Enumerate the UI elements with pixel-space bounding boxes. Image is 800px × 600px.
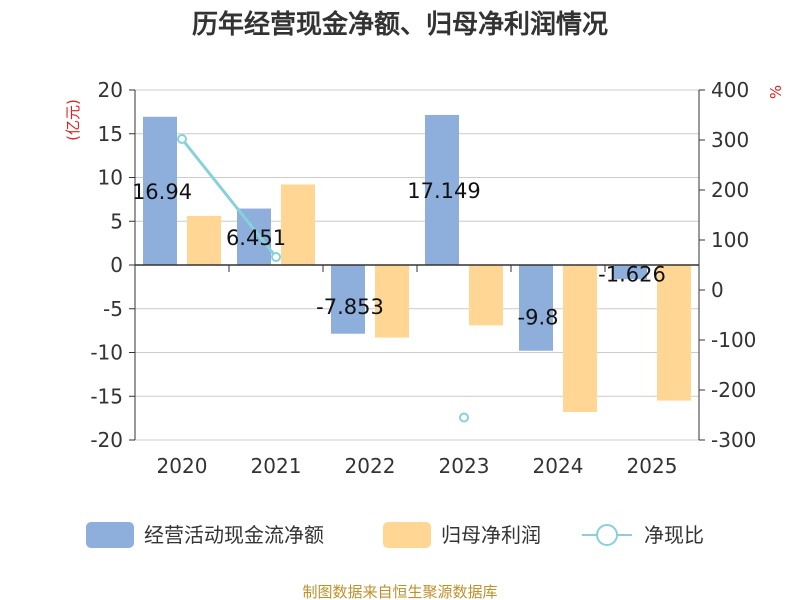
right-tick-label: -300 xyxy=(711,428,756,452)
x-tick-label: 2023 xyxy=(439,454,490,478)
left-tick-label: -15 xyxy=(90,384,123,408)
legend-swatch xyxy=(86,522,134,548)
right-tick-label: 100 xyxy=(711,228,749,252)
bar-operating-cashflow xyxy=(143,116,177,266)
right-tick-label: -100 xyxy=(711,328,756,352)
bar-operating-cashflow xyxy=(331,265,365,334)
x-tick-label: 2024 xyxy=(533,454,584,478)
bar-net-profit xyxy=(657,265,691,401)
legend-swatch xyxy=(383,522,431,548)
right-tick-label: -200 xyxy=(711,378,756,402)
data-label: 6.451 xyxy=(226,226,286,250)
line-segment xyxy=(180,138,278,258)
source-note: 制图数据来自恒生聚源数据库 xyxy=(302,583,497,600)
axes: 20 15 10 5 0 -5 -10 -15 -20 400 300 200 100 0 -100 -200… xyxy=(64,78,785,478)
right-tick-label: 0 xyxy=(711,278,724,302)
bar-operating-cashflow xyxy=(519,265,553,351)
chart-title: 历年经营现金净额、归母净利润情况 xyxy=(192,9,608,40)
right-tick-label: 400 xyxy=(711,78,749,102)
grid xyxy=(135,89,699,441)
left-tick-label: -5 xyxy=(103,297,123,321)
right-axis-unit: % xyxy=(767,85,785,99)
x-tick-label: 2025 xyxy=(627,454,678,478)
bar-net-profit xyxy=(375,265,409,338)
bar-operating-cashflow xyxy=(613,265,647,280)
bar-net-profit xyxy=(281,184,315,265)
legend-label: 净现比 xyxy=(644,523,704,547)
data-labels: 16.94 6.451 -7.853 17.149 -9.8 -1.626 xyxy=(132,179,666,329)
line-series xyxy=(177,134,469,423)
bar-operating-cashflow xyxy=(237,208,271,265)
bars xyxy=(143,114,691,412)
left-tick-label: 20 xyxy=(98,78,123,102)
left-tick-label: -20 xyxy=(90,428,123,452)
right-tick-label: 300 xyxy=(711,128,749,152)
legend-marker xyxy=(596,524,618,546)
left-tick-label: 15 xyxy=(98,122,123,146)
bar-operating-cashflow xyxy=(425,114,459,265)
line-point xyxy=(177,134,187,144)
bar-net-profit xyxy=(563,265,597,412)
bar-net-profit xyxy=(469,265,503,326)
x-tick-label: 2021 xyxy=(251,454,302,478)
left-tick-label: 5 xyxy=(110,209,123,233)
data-label: -1.626 xyxy=(598,263,666,287)
left-tick-label: 10 xyxy=(98,166,123,190)
right-tick-label: 200 xyxy=(711,178,749,202)
data-label: 16.94 xyxy=(132,180,192,204)
left-tick-label: 0 xyxy=(110,253,123,277)
left-tick-label: -10 xyxy=(90,341,123,365)
x-tick-label: 2020 xyxy=(157,454,208,478)
bar-net-profit xyxy=(187,216,221,265)
data-label: -9.8 xyxy=(518,305,559,329)
x-tick-label: 2022 xyxy=(345,454,396,478)
legend-label: 归母净利润 xyxy=(441,523,541,547)
legend-label: 经营活动现金流净额 xyxy=(144,523,324,547)
left-axis-unit: (亿元) xyxy=(64,99,82,141)
data-label: 17.149 xyxy=(407,179,480,203)
line-point xyxy=(459,412,469,423)
data-label: -7.853 xyxy=(316,295,384,319)
line-point xyxy=(271,252,281,262)
legend: 经营活动现金流净额 归母净利润 净现比 xyxy=(86,522,704,548)
